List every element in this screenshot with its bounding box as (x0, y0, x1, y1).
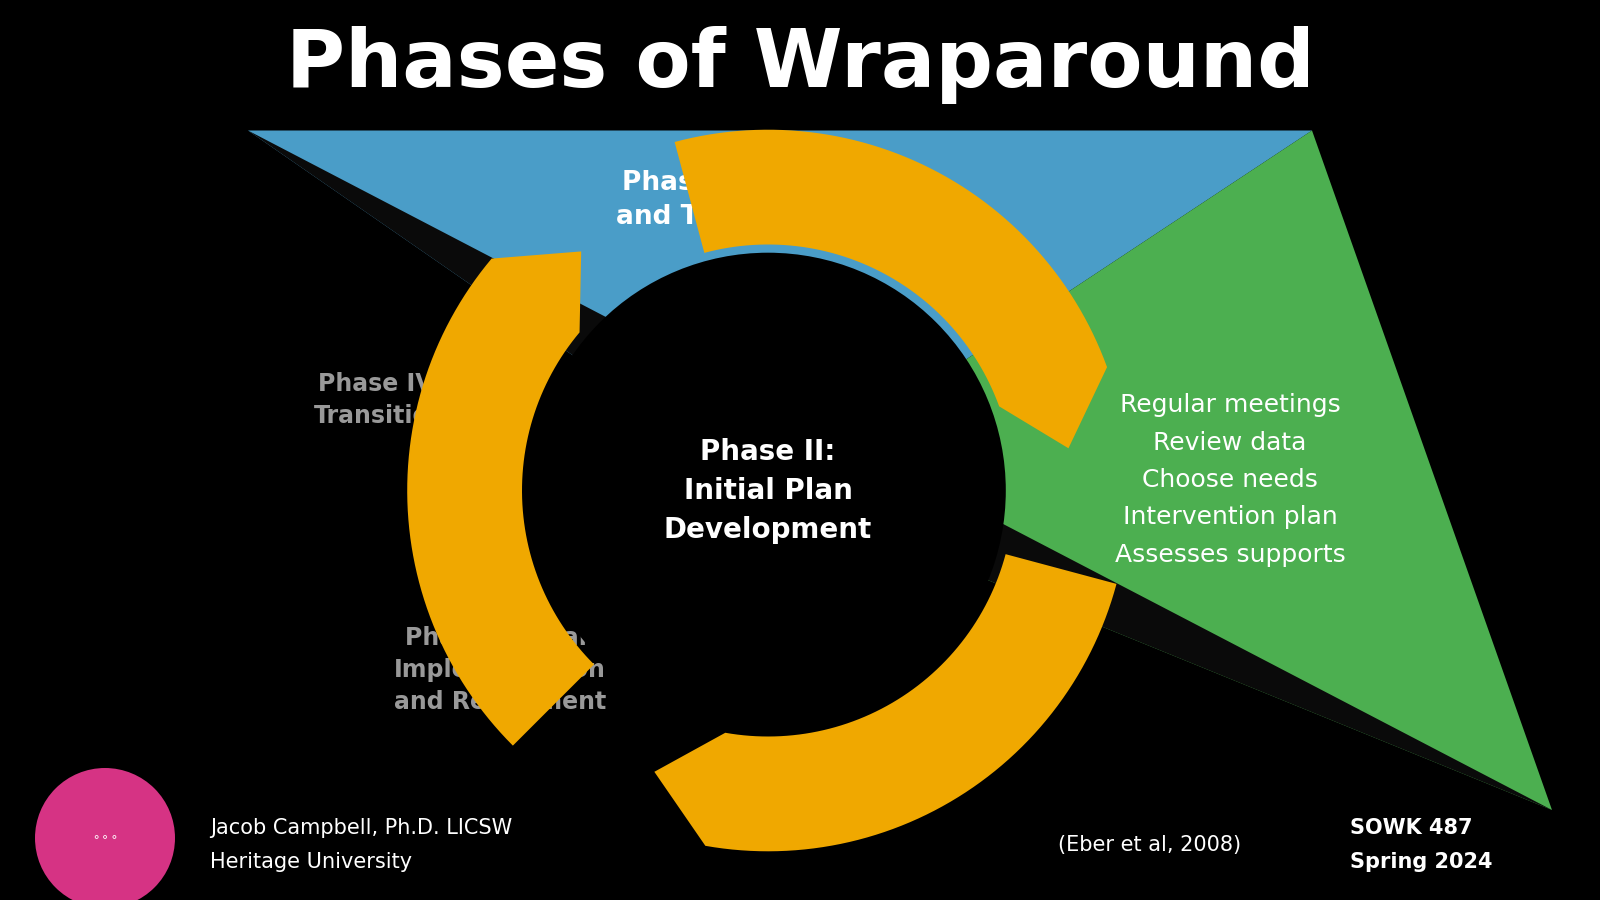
Text: Jacob Campbell, Ph.D. LICSW: Jacob Campbell, Ph.D. LICSW (210, 818, 512, 838)
Text: (Eber et al, 2008): (Eber et al, 2008) (1059, 835, 1242, 855)
Text: Phase I: Engagement
and Team Preparation: Phase I: Engagement and Team Preparation (616, 170, 944, 230)
Text: Phase IV:
Transition: Phase IV: Transition (314, 373, 446, 427)
Polygon shape (675, 130, 1107, 448)
Text: Spring 2024: Spring 2024 (1350, 852, 1493, 872)
Circle shape (530, 253, 1006, 728)
Text: SOWK 487: SOWK 487 (1350, 818, 1472, 838)
Polygon shape (248, 130, 1312, 490)
Polygon shape (248, 130, 1552, 810)
Text: Heritage University: Heritage University (210, 852, 413, 872)
Text: Regular meetings
Review data
Choose needs
Intervention plan
Assesses supports: Regular meetings Review data Choose need… (1115, 393, 1346, 567)
Polygon shape (654, 554, 1117, 851)
Text: Phases of Wraparound: Phases of Wraparound (286, 26, 1314, 104)
Text: ⚬⚬⚬: ⚬⚬⚬ (91, 833, 118, 843)
Text: Phase III: Plan
Implementation
and Refinement: Phase III: Plan Implementation and Refin… (394, 626, 606, 714)
Polygon shape (768, 130, 1552, 810)
Ellipse shape (35, 768, 174, 900)
Text: Phase II:
Initial Plan
Development: Phase II: Initial Plan Development (664, 437, 872, 544)
Polygon shape (408, 251, 594, 745)
